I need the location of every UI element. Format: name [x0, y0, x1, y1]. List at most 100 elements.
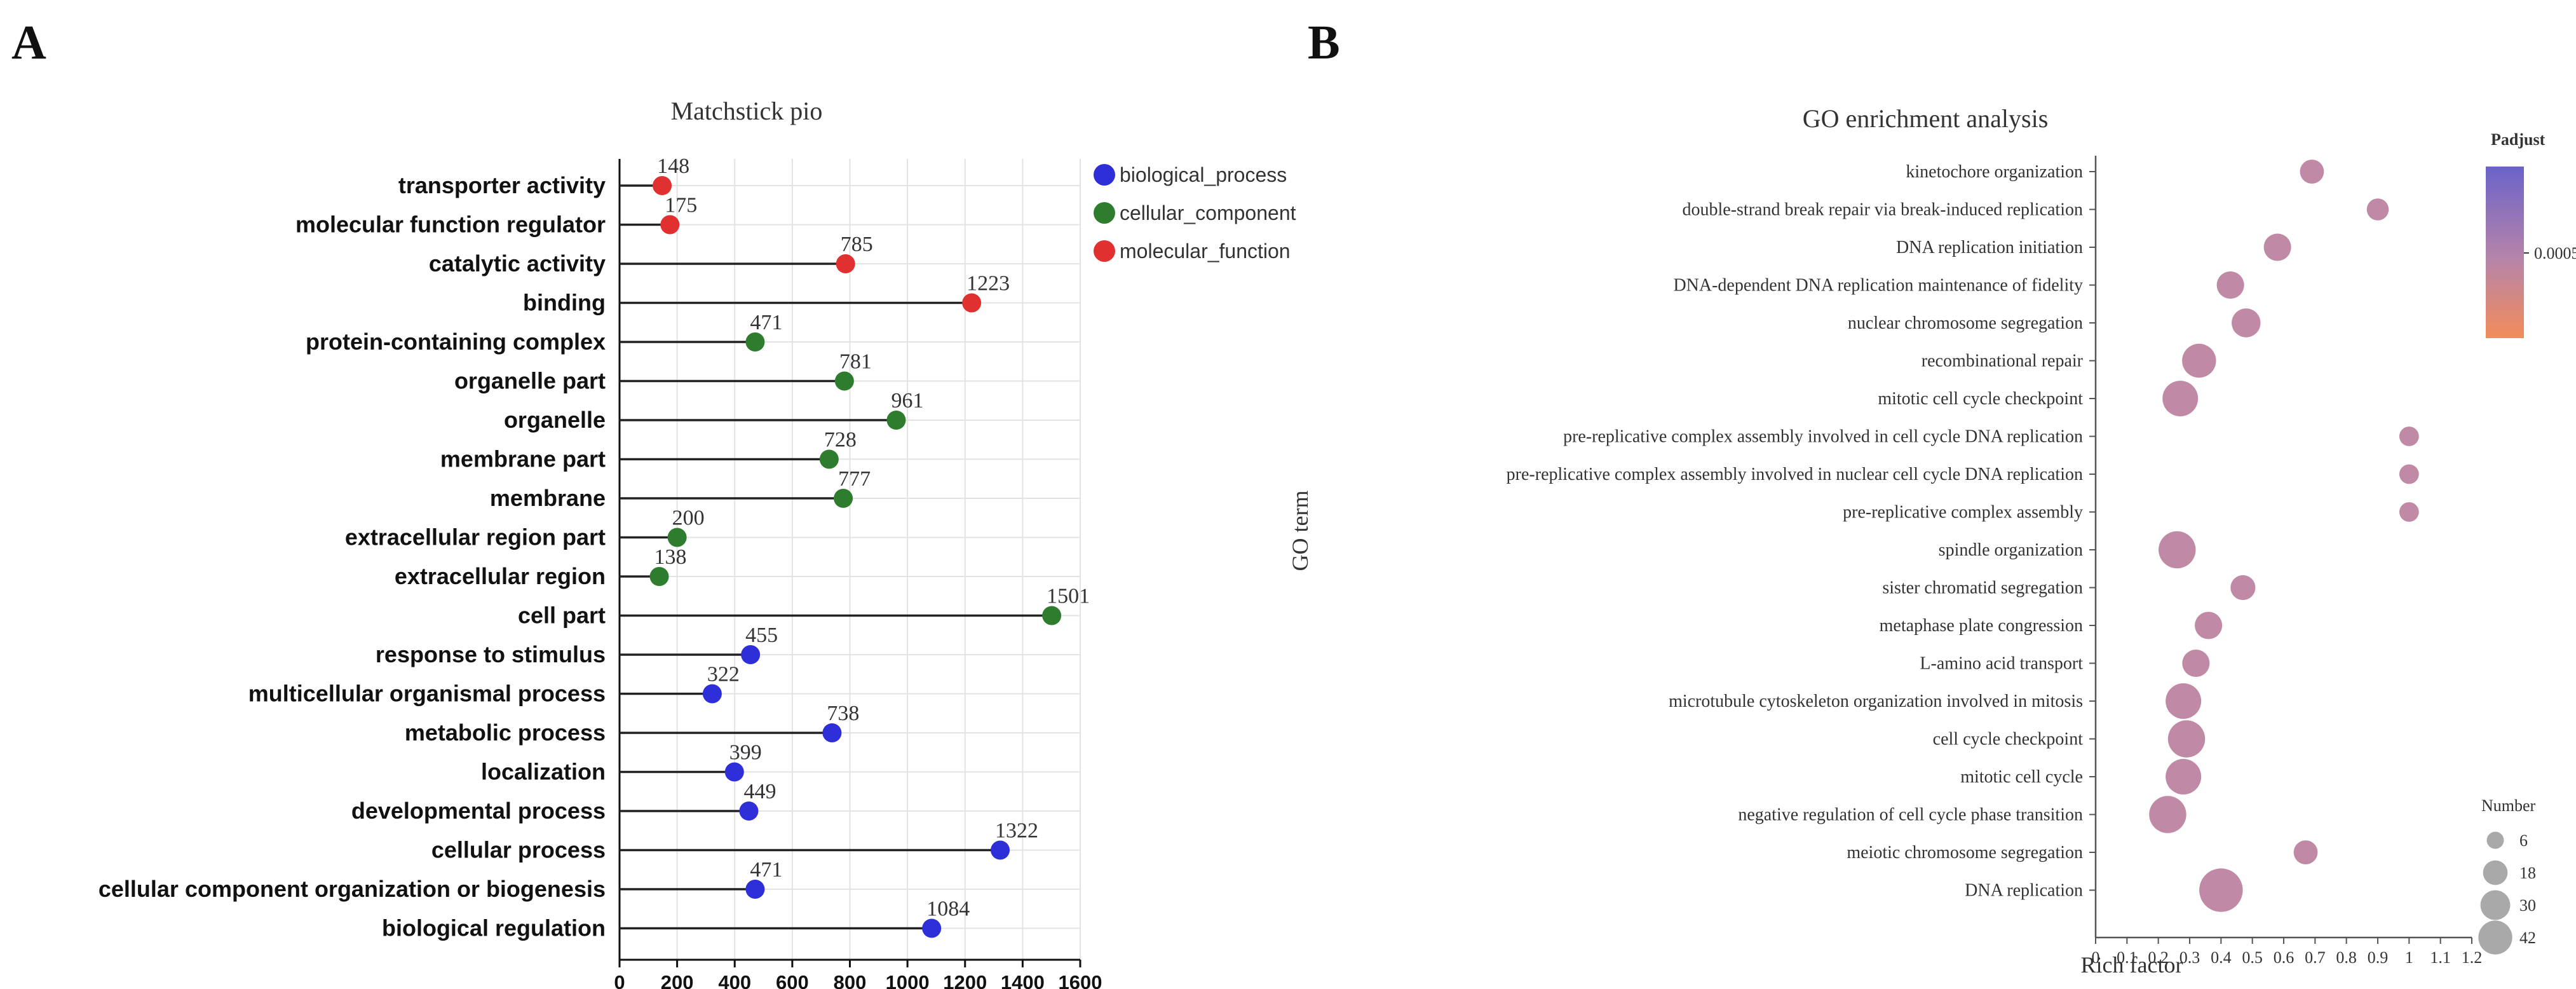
size-legend-circle: [2483, 860, 2508, 885]
x-tick-label: 0.4: [2211, 948, 2232, 967]
size-legend-label: 30: [2519, 896, 2536, 915]
category-label: developmental process: [351, 798, 606, 824]
category-label: organelle: [504, 407, 606, 433]
enrichment-bubble: [2399, 464, 2419, 484]
category-label: catalytic activity: [429, 250, 606, 276]
enrichment-bubble: [2167, 720, 2206, 758]
category-label: protein-containing complex: [306, 329, 606, 355]
lollipop-dot: [739, 801, 759, 821]
lollipop-dot: [653, 176, 672, 195]
lollipop-dot: [1042, 606, 1062, 625]
x-tick-label: 400: [718, 971, 751, 989]
x-tick-label: 0.6: [2274, 948, 2295, 967]
enrichment-bubble: [2216, 271, 2244, 299]
category-label: cellular component organization or bioge…: [98, 876, 606, 902]
lollipop-dot: [991, 840, 1010, 860]
lollipop-dot: [667, 528, 687, 547]
size-legend-label: 18: [2519, 864, 2536, 882]
term-label: recombinational repair: [1922, 351, 2084, 371]
x-tick-label: 1: [2405, 948, 2413, 967]
enrichment-bubble: [2263, 233, 2291, 261]
value-label: 785: [841, 233, 873, 256]
value-label: 1501: [1047, 585, 1090, 608]
chart-a-title: Matchstick pio: [671, 97, 823, 125]
value-label: 781: [839, 350, 872, 374]
term-label: mitotic cell cycle checkpoint: [1878, 389, 2083, 409]
value-label: 961: [891, 389, 923, 413]
x-tick-label: 800: [834, 971, 867, 989]
legend-swatch: [1094, 202, 1115, 224]
panel-letter-b: B: [1308, 16, 1340, 69]
lollipop-dot: [702, 684, 722, 704]
x-tick-label: 0.7: [2305, 948, 2326, 967]
x-tick-label: 1200: [943, 971, 987, 989]
x-tick-label: 1000: [886, 971, 930, 989]
legend-label: cellular_component: [1120, 201, 1296, 224]
value-label: 399: [729, 741, 762, 765]
value-label: 138: [654, 545, 687, 569]
term-label: DNA-dependent DNA replication maintenanc…: [1673, 276, 2083, 296]
chart-b-xlabel: Rich factor: [2081, 952, 2183, 978]
enrichment-bubble: [2149, 796, 2186, 833]
category-label: biological regulation: [382, 915, 606, 941]
category-label: binding: [523, 290, 606, 316]
lollipop-dot: [745, 332, 765, 351]
term-label: meiotic chromosome segregation: [1847, 843, 2083, 863]
enrichment-bubble: [2162, 381, 2199, 416]
enrichment-bubble: [2230, 575, 2256, 601]
term-label: metaphase plate congression: [1880, 616, 2083, 636]
legend-swatch: [1094, 240, 1115, 262]
term-label: pre-replicative complex assembly: [1843, 503, 2083, 522]
x-tick-label: 0.8: [2336, 948, 2357, 967]
lollipop-dot: [745, 880, 765, 899]
enrichment-bubble: [2199, 868, 2243, 912]
chart-b-plot: 0 0.1 0.2 0.3 0.4 0.5 0.6 0.7 0.8 0.9 1 1.1 1.2 kinet…: [1507, 156, 2536, 967]
legend-swatch: [1094, 164, 1115, 186]
lollipop-dot: [962, 293, 982, 313]
term-label: kinetochore organization: [1906, 162, 2083, 182]
value-label: 175: [665, 194, 697, 217]
term-label: microtubule cytoskeleton organization in…: [1669, 692, 2083, 711]
term-label: pre-replicative complex assembly involve…: [1563, 427, 2083, 447]
term-label: DNA replication initiation: [1896, 238, 2083, 257]
x-tick-label: 1600: [1059, 971, 1102, 989]
x-tick-label: 0.2: [2148, 948, 2169, 967]
category-label: transporter activity: [398, 172, 606, 198]
legend-label: biological_process: [1120, 163, 1287, 186]
enrichment-bubble: [2166, 759, 2202, 795]
number-legend-title: Number: [2481, 796, 2536, 815]
x-tick-label: 0: [2092, 948, 2100, 967]
enrichment-bubble: [2300, 160, 2324, 184]
size-legend-label: 6: [2519, 831, 2528, 850]
lollipop-dot: [834, 371, 854, 391]
value-label: 449: [743, 780, 776, 803]
category-label: localization: [481, 759, 606, 785]
value-label: 777: [838, 467, 871, 491]
value-label: 148: [657, 154, 689, 178]
legend-label: molecular_function: [1120, 240, 1291, 263]
x-tick-label: 0.3: [2179, 948, 2200, 967]
term-label: L-amino acid transport: [1920, 654, 2083, 674]
padjust-legend-title: Padjust: [2491, 130, 2545, 149]
term-label: pre-replicative complex assembly involve…: [1507, 465, 2083, 484]
x-tick-label: 1.1: [2430, 948, 2451, 967]
lollipop-dot: [822, 723, 842, 742]
x-tick-label: 1400: [1001, 971, 1045, 989]
term-label: cell cycle checkpoint: [1933, 730, 2084, 749]
lollipop-dot: [724, 762, 744, 782]
value-label: 728: [824, 428, 857, 452]
value-label: 455: [745, 624, 778, 647]
enrichment-bubble: [2293, 840, 2318, 864]
category-label: metabolic process: [405, 720, 606, 746]
x-tick-label: 0.1: [2117, 948, 2138, 967]
value-label: 1223: [966, 272, 1010, 296]
enrichment-bubble: [2195, 611, 2223, 639]
panel-letter-a: A: [11, 16, 46, 69]
enrichment-bubble: [2399, 502, 2419, 522]
enrichment-bubble: [2182, 343, 2216, 378]
term-label: double-strand break repair via break-ind…: [1683, 200, 2084, 220]
padjust-tick-label: 0.0005: [2534, 244, 2576, 263]
x-tick-label: 0.5: [2242, 948, 2263, 967]
x-tick-label: 600: [776, 971, 809, 989]
category-label: cell part: [518, 603, 606, 629]
